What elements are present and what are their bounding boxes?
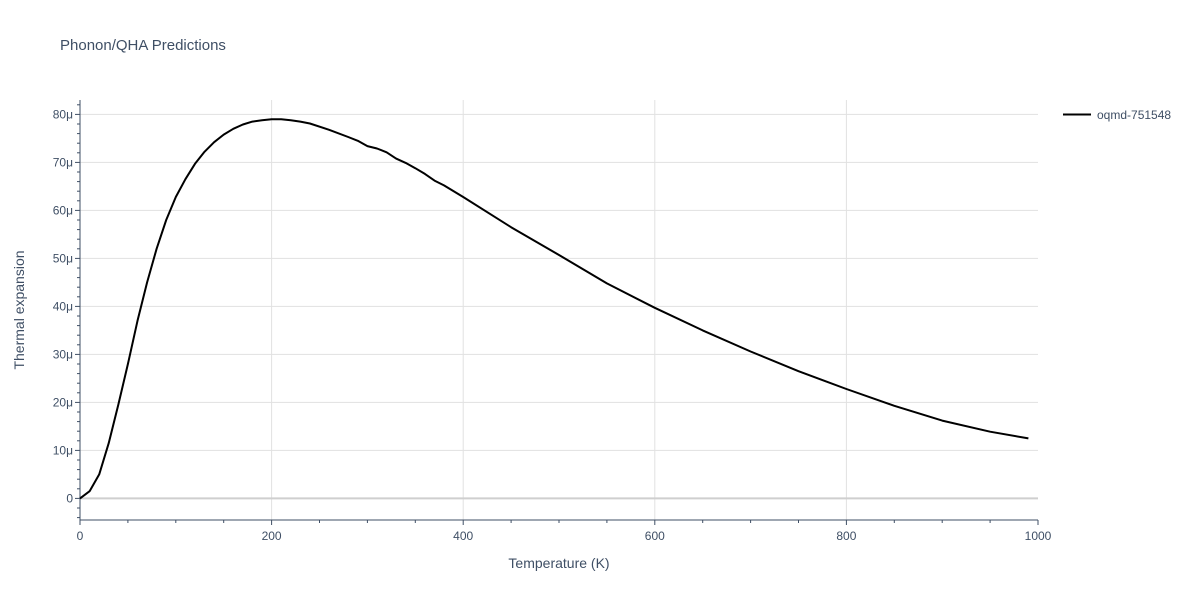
y-tick-label: 50μ (53, 251, 73, 265)
y-axis-label: Thermal expansion (11, 250, 27, 369)
x-axis-label: Temperature (K) (508, 555, 609, 571)
x-tick-label: 600 (645, 529, 665, 543)
x-tick-label: 0 (77, 529, 84, 543)
legend-label: oqmd-751548 (1097, 108, 1171, 122)
y-tick-label: 60μ (53, 203, 73, 217)
x-tick-label: 1000 (1025, 529, 1052, 543)
y-tick-label: 20μ (53, 395, 73, 409)
series-line[interactable] (79, 118, 1029, 500)
y-tick-label: 40μ (53, 299, 73, 313)
y-tick-label: 10μ (53, 443, 73, 457)
legend[interactable]: oqmd-751548 (1063, 108, 1171, 122)
y-tick-label: 80μ (53, 107, 73, 121)
x-tick-label: 800 (836, 529, 856, 543)
plot-area (79, 118, 1029, 500)
x-tick-label: 400 (453, 529, 473, 543)
grid (80, 100, 1038, 520)
y-tick-label: 0 (66, 491, 73, 505)
y-tick-label: 70μ (53, 155, 73, 169)
axes: 0 200 400 600 800 1000 0 10μ 20μ 30μ 40μ 50μ 60μ 70μ 8… (53, 100, 1052, 543)
y-tick-label: 30μ (53, 347, 73, 361)
x-tick-label: 200 (262, 529, 282, 543)
chart-title: Phonon/QHA Predictions (60, 37, 226, 54)
